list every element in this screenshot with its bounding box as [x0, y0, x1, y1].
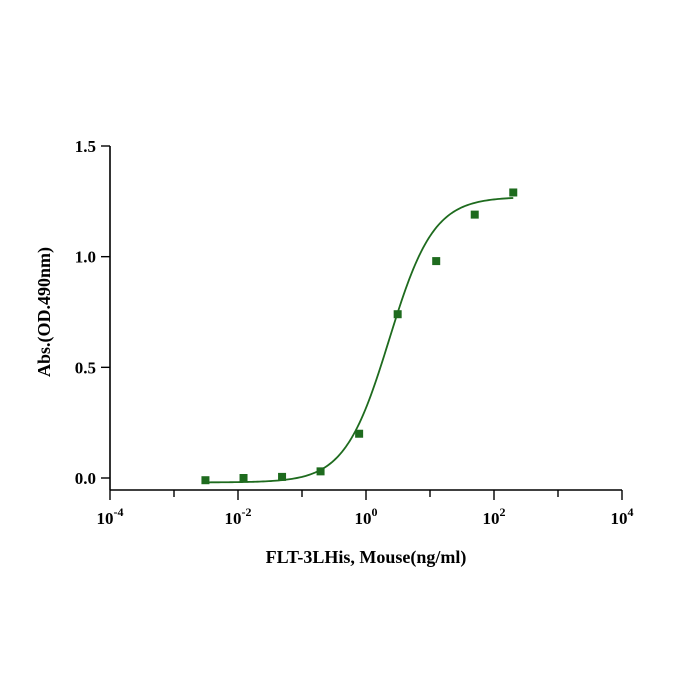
data-point [201, 476, 210, 485]
fit-curve [205, 197, 514, 484]
x-tick-label: 104 [611, 505, 634, 528]
data-point [509, 188, 518, 197]
data-point [239, 474, 248, 482]
x-tick-label: 10-2 [225, 505, 252, 528]
data-point [355, 429, 364, 438]
y-tick-label: 0.5 [75, 358, 96, 377]
ticks: 0.0 0.5 1.0 1.5 10-4 10-2 100 102 104 [75, 137, 634, 528]
data-point [470, 210, 479, 219]
fit-curve-group [205, 197, 514, 484]
data-point [393, 310, 402, 319]
x-tick-label: 100 [355, 505, 378, 528]
x-axis-title: FLT-3LHis, Mouse(ng/ml) [266, 547, 467, 568]
data-point [432, 257, 441, 266]
axes [109, 146, 622, 491]
y-tick-label: 1.5 [75, 137, 96, 156]
x-tick-label: 10-4 [97, 505, 124, 528]
y-tick-label: 1.0 [75, 248, 96, 267]
y-axis-title: Abs.(OD.490nm) [34, 247, 55, 377]
data-point [278, 472, 287, 481]
data-point [316, 467, 325, 476]
x-tick-label: 102 [483, 505, 506, 528]
data-points [201, 188, 518, 485]
y-tick-label: 0.0 [75, 469, 96, 488]
